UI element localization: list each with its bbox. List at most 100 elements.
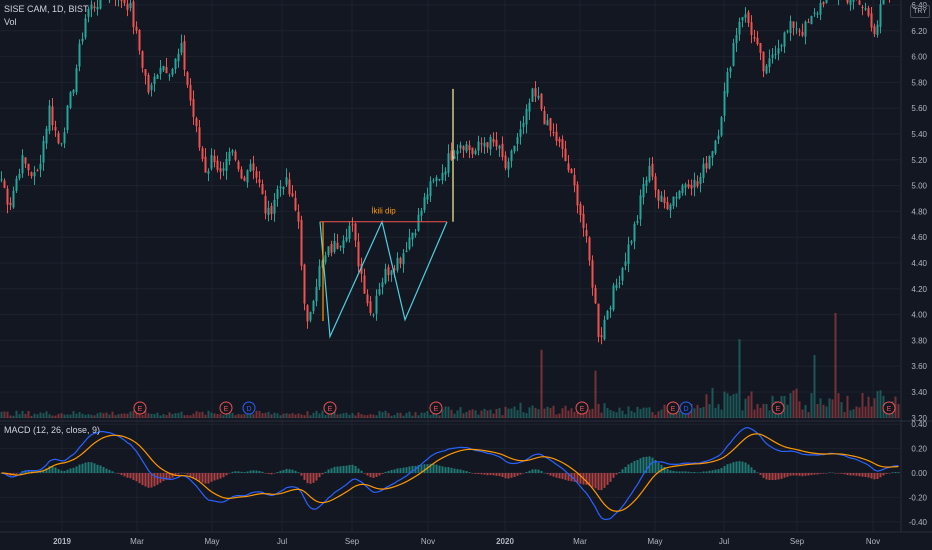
volume-bar: [408, 411, 411, 418]
macd-tick-label: 0.40: [911, 420, 927, 429]
candle-body: [312, 300, 315, 312]
macd-histogram-bar: [840, 473, 843, 474]
volume-bar: [321, 410, 324, 418]
volume-bar: [105, 412, 108, 418]
volume-bar: [639, 409, 642, 418]
macd-histogram-bar: [744, 462, 747, 473]
macd-histogram-bar: [375, 473, 378, 477]
candle-body: [390, 270, 393, 275]
candle-body: [225, 158, 228, 171]
macd-histogram-bar: [39, 471, 42, 473]
volume-bar: [558, 413, 561, 418]
macd-histogram-bar: [543, 472, 546, 474]
currency-badge[interactable]: TRY: [910, 5, 930, 18]
volume-bar: [606, 408, 609, 418]
macd-histogram-bar: [291, 469, 294, 473]
candle-body: [639, 195, 642, 220]
volume-bar: [858, 407, 861, 418]
volume-bar: [192, 413, 195, 418]
volume-bar: [87, 414, 90, 418]
volume-bar: [135, 411, 138, 418]
candle-body: [867, 8, 870, 16]
macd-histogram-bar: [240, 471, 243, 473]
macd-histogram-bar: [207, 473, 210, 484]
macd-histogram-bar: [795, 473, 798, 476]
candle-body: [303, 264, 306, 304]
candle-body: [879, 4, 882, 27]
macd-histogram-bar: [381, 473, 384, 474]
volume-bar: [453, 413, 456, 418]
volume-bar: [63, 414, 66, 418]
volume-bar: [327, 412, 330, 418]
candle-body: [525, 109, 528, 125]
volume-bar: [549, 408, 552, 418]
volume-bar: [696, 404, 699, 418]
volume-bar: [39, 412, 42, 418]
macd-histogram-bar: [51, 466, 54, 473]
candle-body: [393, 268, 396, 270]
macd-histogram-bar: [747, 464, 750, 473]
volume-bar: [36, 414, 39, 418]
volume-bar: [765, 404, 768, 418]
candlestick-series: [0, 0, 890, 345]
volume-bar: [93, 415, 96, 418]
volume-bar: [474, 410, 477, 418]
macd-histogram-bar: [387, 470, 390, 473]
macd-histogram-bar: [357, 468, 360, 473]
macd-histogram-bar: [192, 473, 195, 479]
macd-histogram-bar: [591, 473, 594, 488]
macd-histogram-bar: [630, 462, 633, 473]
volume-bar: [675, 410, 678, 418]
macd-histogram-bar: [213, 473, 216, 481]
volume-bar: [531, 405, 534, 418]
volume-bar: [258, 410, 261, 418]
volume-bar: [75, 413, 78, 418]
macd-histogram-bar: [405, 467, 408, 473]
price-tick-label: 4.40: [911, 259, 927, 268]
macd-histogram-bar: [552, 473, 555, 477]
candle-body: [729, 67, 732, 72]
volume-bar: [243, 414, 246, 418]
candle-body: [378, 289, 381, 295]
candle-body: [849, 0, 852, 5]
volume-bar: [69, 414, 72, 418]
macd-histogram-bar: [879, 473, 882, 478]
candle-body: [219, 168, 222, 172]
macd-histogram-bar: [165, 473, 168, 480]
pattern-label: İkili dip: [371, 207, 396, 216]
candle-body: [363, 275, 366, 294]
earnings-marker: [575, 401, 589, 415]
macd-histogram-bar: [228, 473, 231, 474]
volume-bar: [255, 410, 258, 418]
time-tick-label: Jul: [719, 537, 729, 546]
volume-bar: [537, 409, 540, 418]
volume-bar: [246, 413, 249, 418]
volume-bar: [876, 391, 879, 418]
macd-histogram-bar: [153, 473, 156, 487]
volume-bar: [753, 409, 756, 418]
macd-histogram-bar: [333, 466, 336, 473]
candle-body: [324, 255, 327, 263]
candle-body: [315, 286, 318, 302]
macd-histogram-bar: [69, 468, 72, 473]
candle-body: [228, 151, 231, 161]
macd-histogram-bar: [117, 473, 120, 474]
candle-body: [657, 190, 660, 201]
volume-bar: [303, 415, 306, 418]
macd-histogram-bar: [858, 473, 861, 477]
macd-histogram-bar: [258, 470, 261, 473]
macd-histogram-bar: [108, 469, 111, 473]
volume-bar: [705, 394, 708, 418]
volume-bar: [498, 408, 501, 418]
macd-histogram-bar: [822, 473, 825, 474]
volume-bar: [564, 405, 567, 418]
volume-bar: [615, 412, 618, 418]
candle-body: [84, 18, 87, 38]
volume-bar: [345, 412, 348, 418]
candle-body: [273, 199, 276, 214]
volume-bar: [492, 413, 495, 418]
macd-histogram-bar: [774, 473, 777, 480]
macd-histogram-bar: [12, 473, 15, 476]
volume-bar: [519, 402, 522, 418]
